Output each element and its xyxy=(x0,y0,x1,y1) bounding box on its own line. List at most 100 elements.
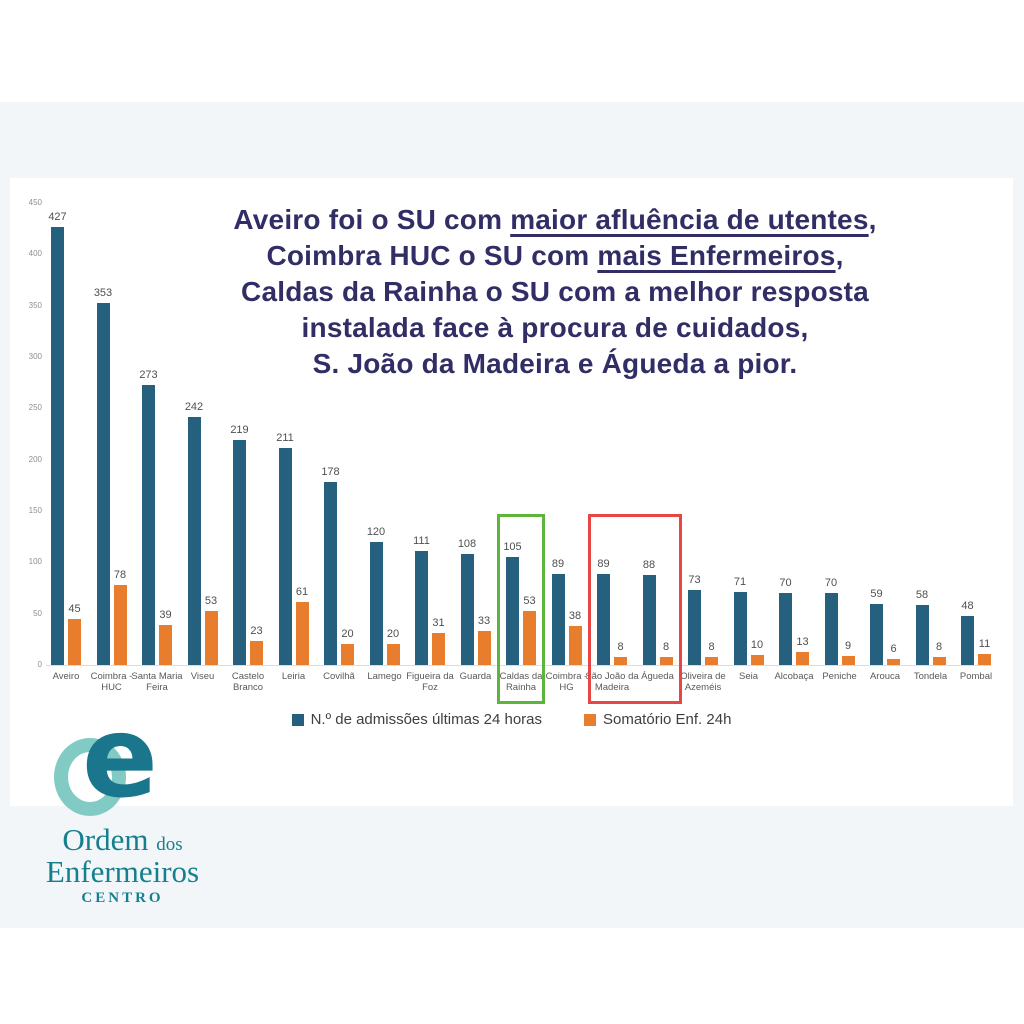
bar-value-label: 45 xyxy=(68,602,81,615)
bar-value-label: 6 xyxy=(890,642,897,655)
bar-value-label: 13 xyxy=(796,635,809,648)
category-label: Coimbra - HUC xyxy=(90,671,133,693)
category-label: Tondela xyxy=(913,671,948,682)
bar-admissions xyxy=(551,573,565,665)
logo-word-dos: dos xyxy=(156,834,183,855)
category-label: Santa Maria Feira xyxy=(131,671,183,693)
y-tick-label: 100 xyxy=(28,557,42,567)
legend-label-admissions: N.º de admissões últimas 24 horas xyxy=(310,711,542,728)
y-tick-label: 0 xyxy=(37,660,42,669)
y-tick-label: 50 xyxy=(33,608,42,618)
bar-nurses xyxy=(796,651,809,665)
y-tick-label: 200 xyxy=(28,454,42,464)
bar-admissions xyxy=(824,593,838,665)
bar-value-label: 9 xyxy=(844,639,852,652)
category-label: Castelo Branco xyxy=(231,671,265,693)
y-tick-label: 250 xyxy=(28,403,42,413)
y-tick-label: 450 xyxy=(28,198,42,207)
bar-value-label: 73 xyxy=(688,574,701,587)
bar-nurses xyxy=(887,658,900,665)
legend-swatch-admissions xyxy=(291,713,304,726)
bar-nurses xyxy=(68,618,81,665)
bar-admissions xyxy=(961,615,974,665)
category-label: Alcobaça xyxy=(774,671,814,682)
bar-value-label: 70 xyxy=(824,577,838,590)
bar-nurses xyxy=(432,633,445,665)
bar-value-label: 11 xyxy=(978,637,991,650)
bar-value-label: 120 xyxy=(366,525,386,538)
logo-e-icon: e xyxy=(82,693,158,823)
category-label: Lamego xyxy=(367,671,402,682)
category-label: Viseu xyxy=(190,671,215,682)
y-tick-label: 350 xyxy=(28,300,42,310)
bar-admissions xyxy=(915,605,929,665)
bar-value-label: 8 xyxy=(935,640,943,653)
bar-admissions xyxy=(324,482,337,665)
y-tick-label: 150 xyxy=(28,506,42,515)
bar-value-label: 273 xyxy=(139,368,158,381)
bar-value-label: 8 xyxy=(662,640,670,653)
bar-value-label: 178 xyxy=(321,466,340,479)
bar-nurses xyxy=(978,653,991,665)
bar-admissions xyxy=(233,440,246,665)
bar-nurses xyxy=(841,655,855,665)
headline-line-2: Coimbra HUC o SU com mais Enfermeiros, xyxy=(266,240,844,271)
bar-value-label: 8 xyxy=(617,640,624,653)
bar-nurses xyxy=(932,656,946,665)
bar-admissions xyxy=(870,604,883,665)
category-label: Guarda xyxy=(459,671,492,682)
bar-value-label: 71 xyxy=(733,576,747,589)
logo-word-ordem: Ordem xyxy=(62,822,149,857)
bar-value-label: 53 xyxy=(204,594,218,607)
legend-label-nurses: Somatório Enf. 24h xyxy=(603,711,732,728)
bar-nurses xyxy=(705,656,718,665)
bar-nurses xyxy=(614,656,627,665)
bar-admissions xyxy=(415,551,428,665)
bar-value-label: 23 xyxy=(250,625,263,638)
bar-value-label: 39 xyxy=(159,608,172,621)
headline-line-3: Caldas da Rainha o SU com a melhor respo… xyxy=(241,276,869,307)
y-tick-label: 400 xyxy=(28,249,42,259)
bar-admissions xyxy=(51,226,64,665)
bar-admissions xyxy=(506,557,519,665)
bar-nurses xyxy=(204,610,218,665)
bar-admissions xyxy=(278,448,292,665)
bar-nurses xyxy=(113,584,127,665)
bar-value-label: 111 xyxy=(413,535,430,548)
bar-value-label: 38 xyxy=(568,609,582,622)
legend-item-nurses: Somatório Enf. 24h xyxy=(584,711,731,728)
bar-admissions xyxy=(142,384,155,665)
y-tick-label: 300 xyxy=(28,352,42,361)
headline: Aveiro foi o SU com maior afluência de u… xyxy=(150,202,960,382)
category-label: Pombal xyxy=(959,671,993,682)
bar-value-label: 427 xyxy=(48,210,67,223)
bar-nurses xyxy=(750,654,764,665)
headline-line-5: S. João da Madeira e Águeda a pior. xyxy=(312,348,798,379)
x-axis-line xyxy=(46,665,991,666)
bar-nurses xyxy=(159,624,172,665)
category-label: Covilhã xyxy=(323,671,355,682)
bar-value-label: 59 xyxy=(870,588,883,601)
bar-admissions xyxy=(597,573,610,665)
bar-value-label: 53 xyxy=(523,594,536,607)
bar-value-label: 61 xyxy=(295,586,309,599)
logo-text-enfermeiros: Enfermeiros xyxy=(45,854,200,889)
logo-text-centro: CENTRO xyxy=(81,890,164,906)
bar-value-label: 10 xyxy=(750,638,764,651)
bar-value-label: 20 xyxy=(341,628,354,641)
category-label: Oliveira de Azeméis xyxy=(680,671,726,693)
bar-value-label: 89 xyxy=(551,557,565,570)
bar-value-label: 70 xyxy=(779,577,792,590)
headline-line-1: Aveiro foi o SU com maior afluência de u… xyxy=(233,204,877,235)
bar-admissions xyxy=(369,541,383,665)
highlight-box-green xyxy=(497,514,545,704)
bar-value-label: 219 xyxy=(230,424,249,437)
bar-value-label: 31 xyxy=(432,617,445,630)
bar-value-label: 105 xyxy=(503,541,522,554)
chart-card: Aveiro foi o SU com maior afluência de u… xyxy=(10,178,1013,806)
category-label: Aveiro xyxy=(52,671,80,682)
bar-value-label: 48 xyxy=(961,599,974,612)
bar-value-label: 108 xyxy=(457,538,477,551)
category-label: Leiria xyxy=(281,671,306,682)
